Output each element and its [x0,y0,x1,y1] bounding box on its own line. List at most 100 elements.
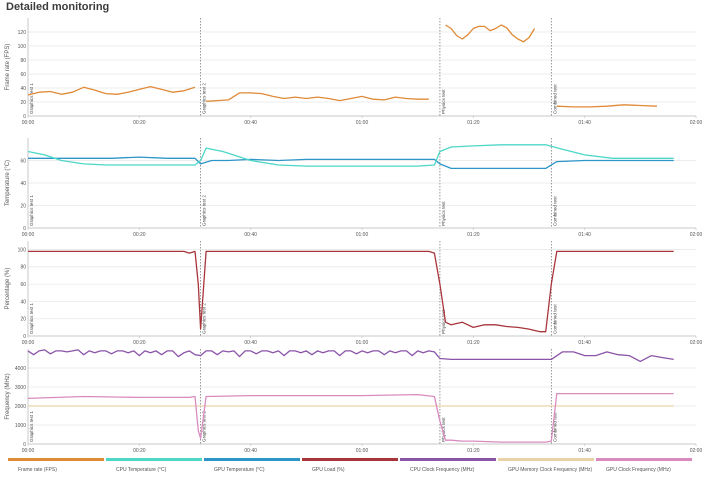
y-axis-label: Percentage (%) [5,268,11,310]
y-tick-label: 100 [18,247,27,253]
x-tick-label: 01:40 [578,448,591,454]
legend-label: GPU Memory Clock Frequency (MHz) [508,467,593,473]
test-marker-label: Graphics test 2 [202,411,207,442]
y-tick-label: 100 [18,44,27,50]
legend-label: CPU Clock Frequency (MHz) [410,467,475,473]
x-tick-label: 00:00 [22,232,35,238]
legend-item[interactable]: GPU Memory Clock Frequency (MHz) [498,458,594,473]
series-line [27,144,674,167]
y-tick-label: 20 [20,203,26,209]
series-line [28,156,674,170]
test-marker-label: Combined test [552,304,557,334]
series-line [28,250,674,333]
legend-item[interactable]: CPU Clock Frequency (MHz) [400,458,496,473]
test-marker-label: Graphics test 1 [29,83,34,114]
x-tick-label: 01:40 [578,340,591,346]
x-tick-label: 00:40 [244,340,257,346]
x-tick-label: 01:40 [578,120,591,126]
y-tick-label: 0 [23,226,26,232]
x-tick-label: 00:00 [22,340,35,346]
x-tick-label: 02:00 [690,120,703,126]
x-tick-label: 01:40 [578,232,591,238]
y-tick-label: 60 [20,158,26,164]
x-tick-label: 00:20 [133,232,146,238]
y-tick-label: 4000 [15,366,26,372]
legend-item[interactable]: GPU Load (%) [302,458,398,473]
x-tick-label: 00:40 [244,120,257,126]
y-tick-label: 40 [20,299,26,305]
x-tick-label: 01:20 [467,448,480,454]
x-tick-label: 01:20 [467,120,480,126]
y-tick-label: 60 [20,282,26,288]
test-marker-label: Graphics test 2 [202,303,207,334]
legend-item[interactable]: GPU Clock Frequency (MHz) [596,458,692,473]
x-tick-label: 01:00 [356,232,369,238]
legend-label: Frame rate (FPS) [18,467,57,473]
x-tick-label: 01:20 [467,232,480,238]
page-title: Detailed monitoring [6,1,110,13]
x-tick-label: 02:00 [690,340,703,346]
series-line [27,349,674,363]
test-marker-label: Physics test [441,309,446,334]
y-tick-label: 2000 [15,404,26,410]
legend-swatch [106,458,202,461]
y-tick-label: 60 [20,72,26,78]
y-tick-label: 0 [23,114,26,120]
x-tick-label: 01:00 [356,448,369,454]
test-marker-label: Physics test [441,89,446,114]
legend-swatch [8,458,104,461]
test-marker-label: Graphics test 1 [29,303,34,334]
x-tick-label: 00:40 [244,232,257,238]
legend-label: GPU Temperature (°C) [214,467,265,473]
y-tick-label: 40 [20,181,26,187]
legend-label: CPU Temperature (°C) [116,467,167,473]
x-tick-label: 00:20 [133,448,146,454]
test-marker-label: Physics test [441,201,446,226]
x-tick-label: 00:20 [133,120,146,126]
y-tick-label: 20 [20,317,26,323]
test-marker-label: Combined test [552,196,557,226]
x-tick-label: 00:00 [22,448,35,454]
x-tick-label: 00:40 [244,448,257,454]
legend-swatch [400,458,496,461]
legend-item[interactable]: GPU Temperature (°C) [204,458,300,473]
legend-item[interactable]: Frame rate (FPS) [8,458,104,473]
x-tick-label: 01:00 [356,340,369,346]
y-tick-label: 80 [20,265,26,271]
legend-label: GPU Clock Frequency (MHz) [606,467,671,473]
test-marker-label: Combined test [552,412,557,442]
series-line [445,24,536,43]
y-tick-label: 1000 [15,423,26,429]
y-tick-label: 0 [23,334,26,340]
series-line [206,92,429,102]
legend-swatch [204,458,300,461]
y-tick-label: 0 [23,442,26,448]
y-tick-label: 20 [20,100,26,106]
x-tick-label: 01:00 [356,120,369,126]
x-tick-label: 00:00 [22,120,35,126]
test-marker-label: Combined test [552,84,557,114]
series-line [556,104,658,108]
legend-item[interactable]: CPU Temperature (°C) [106,458,202,473]
test-marker-label: Graphics test 2 [202,195,207,226]
x-tick-label: 02:00 [690,448,703,454]
legend-swatch [302,458,398,461]
series-line [27,85,196,96]
y-tick-label: 120 [18,30,27,36]
y-tick-label: 3000 [15,385,26,391]
test-marker-label: Graphics test 2 [202,83,207,114]
legend-swatch [498,458,594,461]
y-axis-label: Temperature (°C) [5,160,11,206]
series-line [27,392,674,443]
test-marker-label: Graphics test 1 [29,411,34,442]
legend-swatch [596,458,692,461]
y-axis-label: Frequency (MHz) [5,373,11,419]
x-tick-label: 00:20 [133,340,146,346]
x-tick-label: 01:20 [467,340,480,346]
test-marker-label: Physics test [441,417,446,442]
test-marker-label: Graphics test 1 [29,195,34,226]
y-tick-label: 80 [20,58,26,64]
x-tick-label: 02:00 [690,232,703,238]
y-tick-label: 40 [20,86,26,92]
